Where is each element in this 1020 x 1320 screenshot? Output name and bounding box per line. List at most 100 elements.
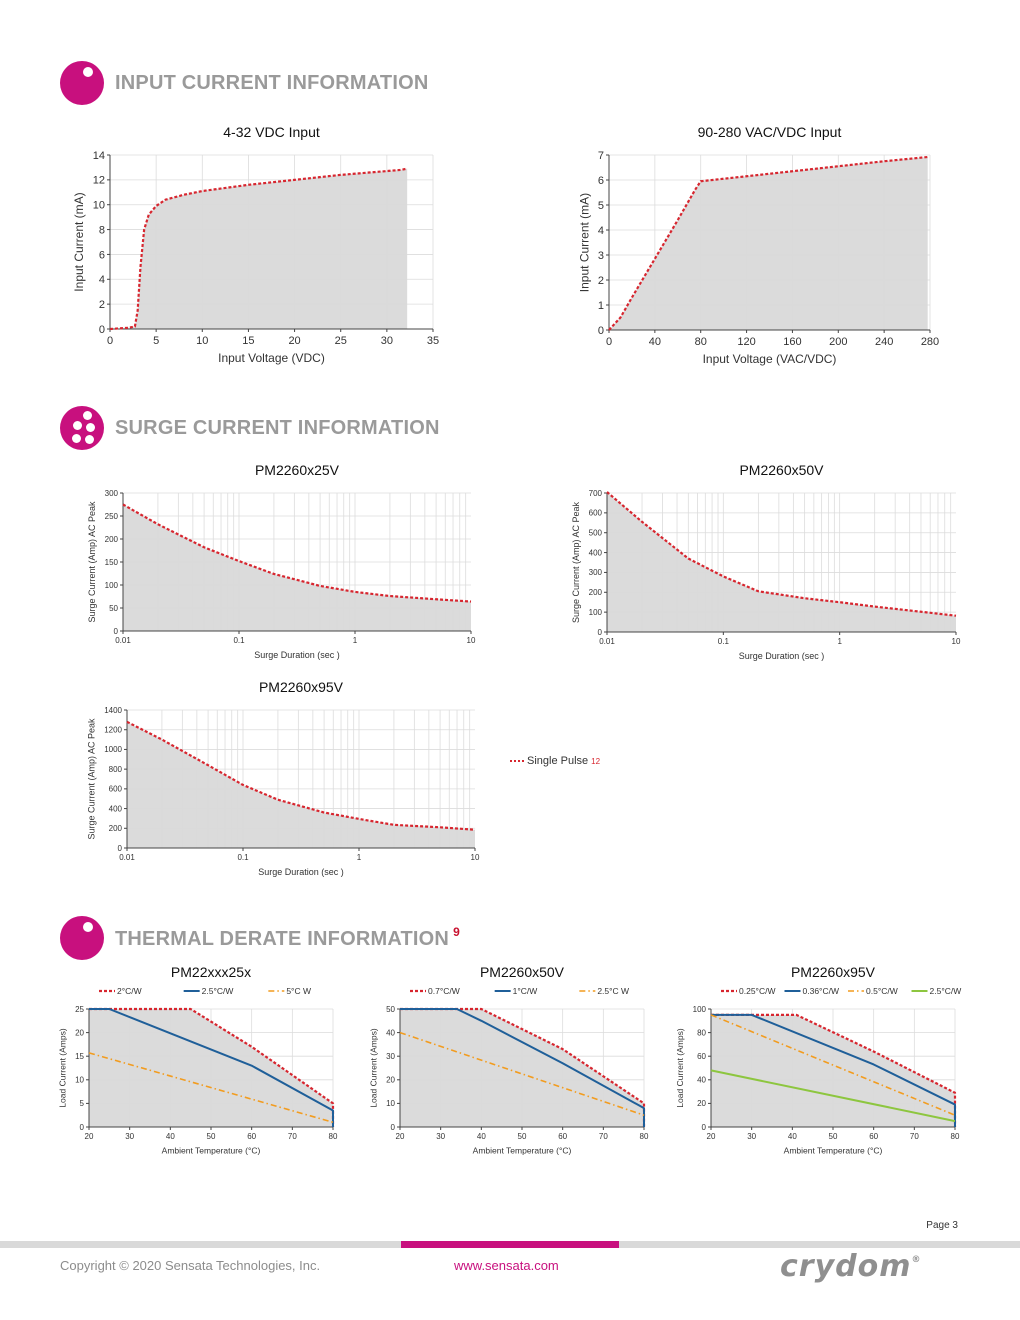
x-tick-label: 120: [737, 336, 755, 348]
x-tick-label: 20: [288, 335, 300, 347]
y-tick-label: 0: [702, 1123, 707, 1132]
x-tick-label: 0.1: [233, 636, 245, 645]
y-tick-label: 3: [598, 250, 604, 262]
x-tick-label: 50: [518, 1132, 527, 1141]
y-tick-label: 200: [589, 588, 603, 597]
y-tick-label: 5: [80, 1099, 85, 1108]
x-tick-label: 1: [353, 636, 358, 645]
y-tick-label: 700: [589, 489, 603, 498]
chart-title: PM2260x50V: [739, 462, 824, 478]
x-axis-label: Surge Duration (sec ): [258, 867, 344, 877]
registered-mark: ®: [911, 1255, 922, 1265]
x-axis-label: Input Voltage (VDC): [218, 351, 325, 365]
x-tick-label: 0.1: [718, 637, 730, 646]
website-link[interactable]: www.sensata.com: [454, 1258, 559, 1273]
y-tick-label: 0: [80, 1123, 85, 1132]
footer-bar: [0, 1241, 1020, 1248]
y-tick-label: 25: [75, 1005, 84, 1014]
x-tick-label: 70: [599, 1132, 608, 1141]
legend-label: 2°C/W: [117, 986, 142, 996]
footer-accent-bar: [401, 1241, 619, 1248]
chart-title: PM2260x95V: [791, 964, 876, 980]
chart-title: PM2260x95V: [259, 679, 344, 695]
y-tick-label: 10: [75, 1076, 84, 1085]
y-tick-label: 0: [598, 628, 603, 637]
series-line-2: [400, 1008, 645, 1127]
x-tick-label: 25: [335, 335, 347, 347]
legend-footnote: 12: [591, 756, 601, 766]
y-axis-label: Load Current (Amps): [369, 1028, 379, 1108]
surge-legend: Single Pulse 12: [510, 755, 600, 767]
area-fill: [123, 504, 471, 631]
y-tick-label: 60: [697, 1052, 706, 1061]
x-axis-label: Ambient Temperature (°C): [162, 1146, 261, 1156]
y-tick-label: 0: [118, 844, 123, 853]
y-tick-label: 20: [75, 1028, 84, 1037]
y-tick-label: 1: [598, 300, 604, 312]
y-tick-label: 0: [114, 627, 119, 636]
y-tick-label: 80: [697, 1028, 706, 1037]
legend-label: 2.5°C/W: [930, 986, 962, 996]
x-tick-label: 70: [288, 1132, 297, 1141]
section-title-input: INPUT CURRENT INFORMATION: [115, 71, 429, 94]
y-tick-label: 300: [589, 568, 603, 577]
x-tick-label: 30: [436, 1132, 445, 1141]
y-tick-label: 4: [598, 225, 604, 237]
x-axis-label: Surge Duration (sec ): [254, 650, 340, 660]
y-tick-label: 150: [105, 558, 119, 567]
y-axis-label: Load Current (Amps): [58, 1028, 68, 1108]
series-line-3: [88, 1052, 334, 1124]
y-axis-label: Surge Current (Amp) AC Peak: [86, 718, 96, 840]
x-tick-label: 40: [166, 1132, 175, 1141]
x-tick-label: 160: [783, 336, 801, 348]
chart-c7: PM2260x50V 20 30 40 50 60 70 80 0 10 20 30 40 50 Ambie…: [369, 964, 649, 1156]
y-tick-label: 0: [99, 324, 105, 336]
legend-label: 0.7°C/W: [428, 986, 460, 996]
x-axis-label: Ambient Temperature (°C): [473, 1146, 572, 1156]
x-tick-label: 10: [196, 335, 208, 347]
x-tick-label: 1: [837, 637, 842, 646]
area-fill: [110, 168, 408, 329]
y-axis-label: Load Current (Amps): [675, 1028, 685, 1108]
y-tick-label: 0: [598, 325, 604, 337]
series-line-1: [608, 155, 928, 331]
legend-label: 5°C W: [286, 986, 311, 996]
multi-dot-circle-icon: [60, 406, 104, 450]
chart-title: 90-280 VAC/VDC Input: [698, 124, 842, 140]
area-fill: [127, 721, 475, 848]
x-tick-label: 40: [649, 336, 661, 348]
y-tick-label: 40: [697, 1076, 706, 1085]
area-fill: [400, 1009, 644, 1127]
area-fill: [607, 492, 956, 632]
x-tick-label: 10: [471, 853, 480, 862]
x-tick-label: 80: [951, 1132, 960, 1141]
y-tick-label: 2: [99, 299, 105, 311]
legend-label-single-pulse: Single Pulse: [527, 755, 589, 767]
x-tick-label: 0: [107, 335, 113, 347]
y-tick-label: 10: [386, 1099, 395, 1108]
x-tick-label: 40: [788, 1132, 797, 1141]
x-tick-label: 0.01: [115, 636, 131, 645]
y-tick-label: 5: [598, 200, 604, 212]
y-tick-label: 14: [93, 150, 105, 162]
y-tick-label: 30: [386, 1052, 395, 1061]
page-number: Page 3: [926, 1220, 958, 1231]
y-tick-label: 600: [589, 509, 603, 518]
series-line-1: [126, 720, 476, 831]
series-line-2: [711, 1013, 956, 1127]
legend-line-swatch: [510, 760, 524, 762]
y-tick-label: 100: [105, 581, 119, 590]
x-tick-label: 60: [247, 1132, 256, 1141]
x-tick-label: 15: [242, 335, 254, 347]
x-tick-label: 60: [869, 1132, 878, 1141]
y-tick-label: 200: [105, 535, 119, 544]
x-tick-label: 30: [747, 1132, 756, 1141]
chart-c6: PM22xxx25x 20 30 40 50 60 70 80 0 5 10 15 20 25 Ambien…: [58, 964, 338, 1156]
series-line-4: [710, 1069, 956, 1123]
area-fill: [609, 157, 928, 330]
y-axis-label: Surge Current (Amp) AC Peak: [571, 501, 581, 623]
section-thermal-derate: THERMAL DERATE INFORMATION 9: [60, 916, 460, 960]
single-dot-circle-icon: [60, 916, 104, 960]
